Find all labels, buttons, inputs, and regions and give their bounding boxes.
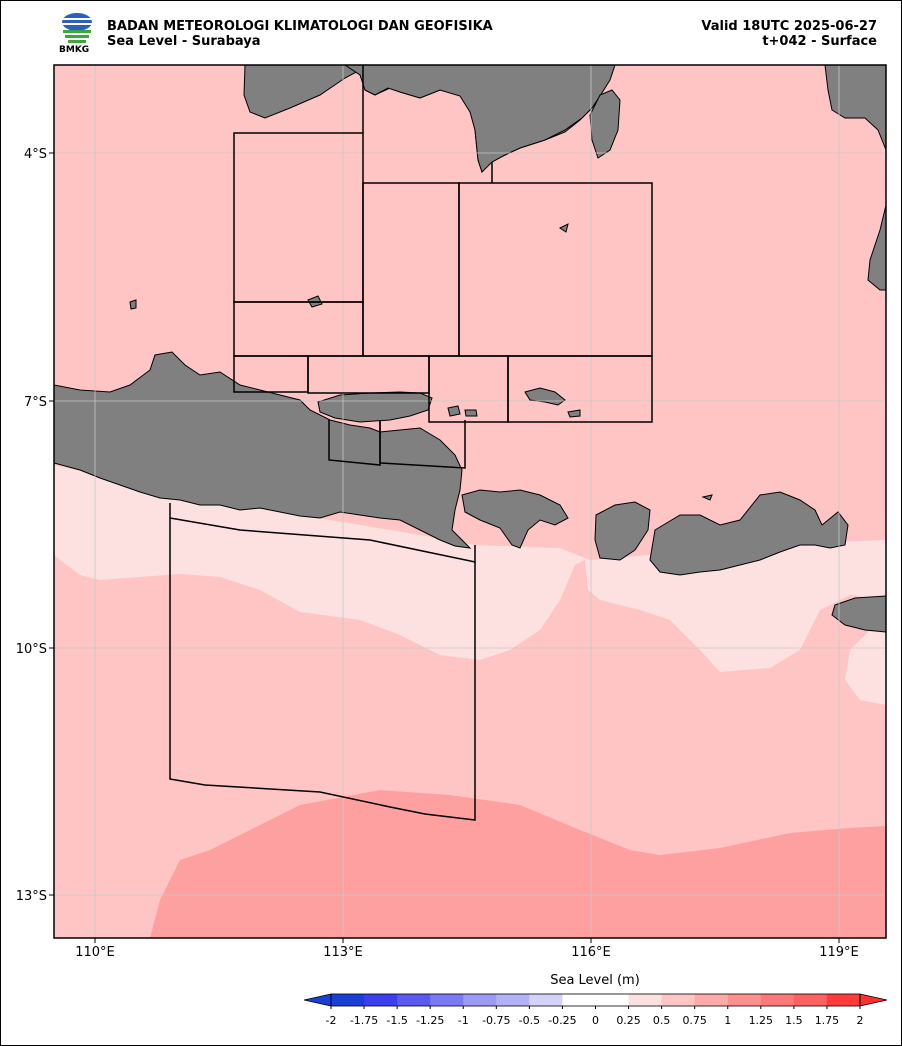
colorbar-tick-label: -2 — [326, 1014, 337, 1027]
colorbar-tick-label: 1 — [724, 1014, 731, 1027]
bmkg-logo — [57, 10, 97, 56]
gridlines — [54, 65, 886, 938]
lon-tick-label: 116°E — [571, 945, 611, 960]
logo-text: BMKG — [59, 45, 90, 55]
land-islet-2 — [464, 409, 478, 417]
colorbar-segment — [430, 994, 464, 1006]
agency-title: BADAN METEOROLOGI KLIMATOLOGI DAN GEOFIS… — [107, 19, 493, 34]
land-bali — [461, 489, 569, 549]
sea-level-band-high — [54, 790, 886, 938]
land-sumba — [831, 595, 886, 633]
colorbar-segment — [661, 994, 696, 1006]
colorbar-tick-label: 1.5 — [785, 1014, 803, 1027]
colorbar-segment — [397, 994, 431, 1006]
colorbar-segment — [793, 994, 828, 1006]
lon-tick-label: 113°E — [323, 945, 363, 960]
colorbar-label: Sea Level (m) — [550, 973, 640, 988]
land-karimun — [129, 299, 137, 310]
valid-time: Valid 18UTC 2025-06-27 — [701, 19, 877, 34]
colorbar-tick-label: -0.5 — [519, 1014, 540, 1027]
land-islet-1 — [447, 405, 461, 417]
land-lombok — [594, 501, 651, 561]
lon-tick-label: 110°E — [75, 945, 115, 960]
colorbar-tick-label: -0.25 — [548, 1014, 576, 1027]
lon-ticks: 110°E 113°E 116°E 119°E — [75, 938, 859, 960]
colorbar-segment — [826, 994, 861, 1006]
colorbar-tick-label: 0.5 — [653, 1014, 671, 1027]
header-left: BADAN METEOROLOGI KLIMATOLOGI DAN GEOFIS… — [107, 19, 493, 49]
land-sulawesi-south — [867, 204, 886, 291]
map-border — [53, 64, 887, 939]
land-islet-3 — [567, 409, 581, 418]
colorbar-segment — [694, 994, 729, 1006]
colorbar-over-arrow — [859, 993, 888, 1007]
colorbar-tick-label: -1 — [458, 1014, 469, 1027]
colorbar-segment — [727, 994, 762, 1006]
lat-tick-label: 10°S — [16, 642, 47, 657]
colorbar-tick-label: 1.75 — [815, 1014, 840, 1027]
colorbar-segment — [529, 994, 563, 1006]
land-islet-4 — [559, 223, 569, 233]
colorbar-tick-label: -0.75 — [482, 1014, 510, 1027]
header-right: Valid 18UTC 2025-06-27 t+042 - Surface — [701, 19, 877, 49]
colorbar-tick-label: 2 — [857, 1014, 864, 1027]
colorbar-segment — [463, 994, 497, 1006]
lon-tick-label: 119°E — [819, 945, 859, 960]
lat-tick-label: 13°S — [16, 889, 47, 904]
colorbar-segment — [496, 994, 530, 1006]
colorbar-under-arrow — [303, 993, 332, 1007]
colorbar-tick-label: 0 — [592, 1014, 599, 1027]
colorbar — [303, 993, 888, 1007]
land-sumbawa — [649, 491, 849, 576]
colorbar-segment — [562, 994, 596, 1006]
colorbar-segment — [760, 994, 795, 1006]
colorbar-ticks: -2 -1.75 -1.5 -1.25 -1 -0.75 -0.5 -0.25 0 0.25 0.5… — [326, 1006, 864, 1027]
lat-tick-label: 7°S — [24, 395, 47, 410]
map-area — [54, 65, 886, 938]
colorbar-tick-label: 0.75 — [682, 1014, 707, 1027]
colorbar-segment — [628, 994, 663, 1006]
colorbar-segment — [595, 994, 630, 1006]
colorbar-segment — [331, 994, 365, 1006]
region-boundaries — [169, 65, 653, 821]
colorbar-segment — [364, 994, 398, 1006]
colorbar-tick-label: -1.75 — [350, 1014, 378, 1027]
land-kalimantan-south — [344, 65, 616, 173]
land-islet-5 — [701, 494, 713, 501]
map-subtitle: Sea Level - Surabaya — [107, 34, 261, 49]
colorbar-tick-label: 0.25 — [616, 1014, 641, 1027]
lat-ticks: 4°S 7°S 10°S 13°S — [16, 147, 54, 904]
colorbar-tick-label: -1.25 — [416, 1014, 444, 1027]
lead-time: t+042 - Surface — [762, 34, 877, 49]
land-sulawesi — [824, 65, 886, 151]
sea-level-band-low — [54, 465, 886, 705]
colorbar-tick-label: -1.5 — [386, 1014, 407, 1027]
lat-tick-label: 4°S — [24, 147, 47, 162]
colorbar-tick-label: 1.25 — [749, 1014, 774, 1027]
